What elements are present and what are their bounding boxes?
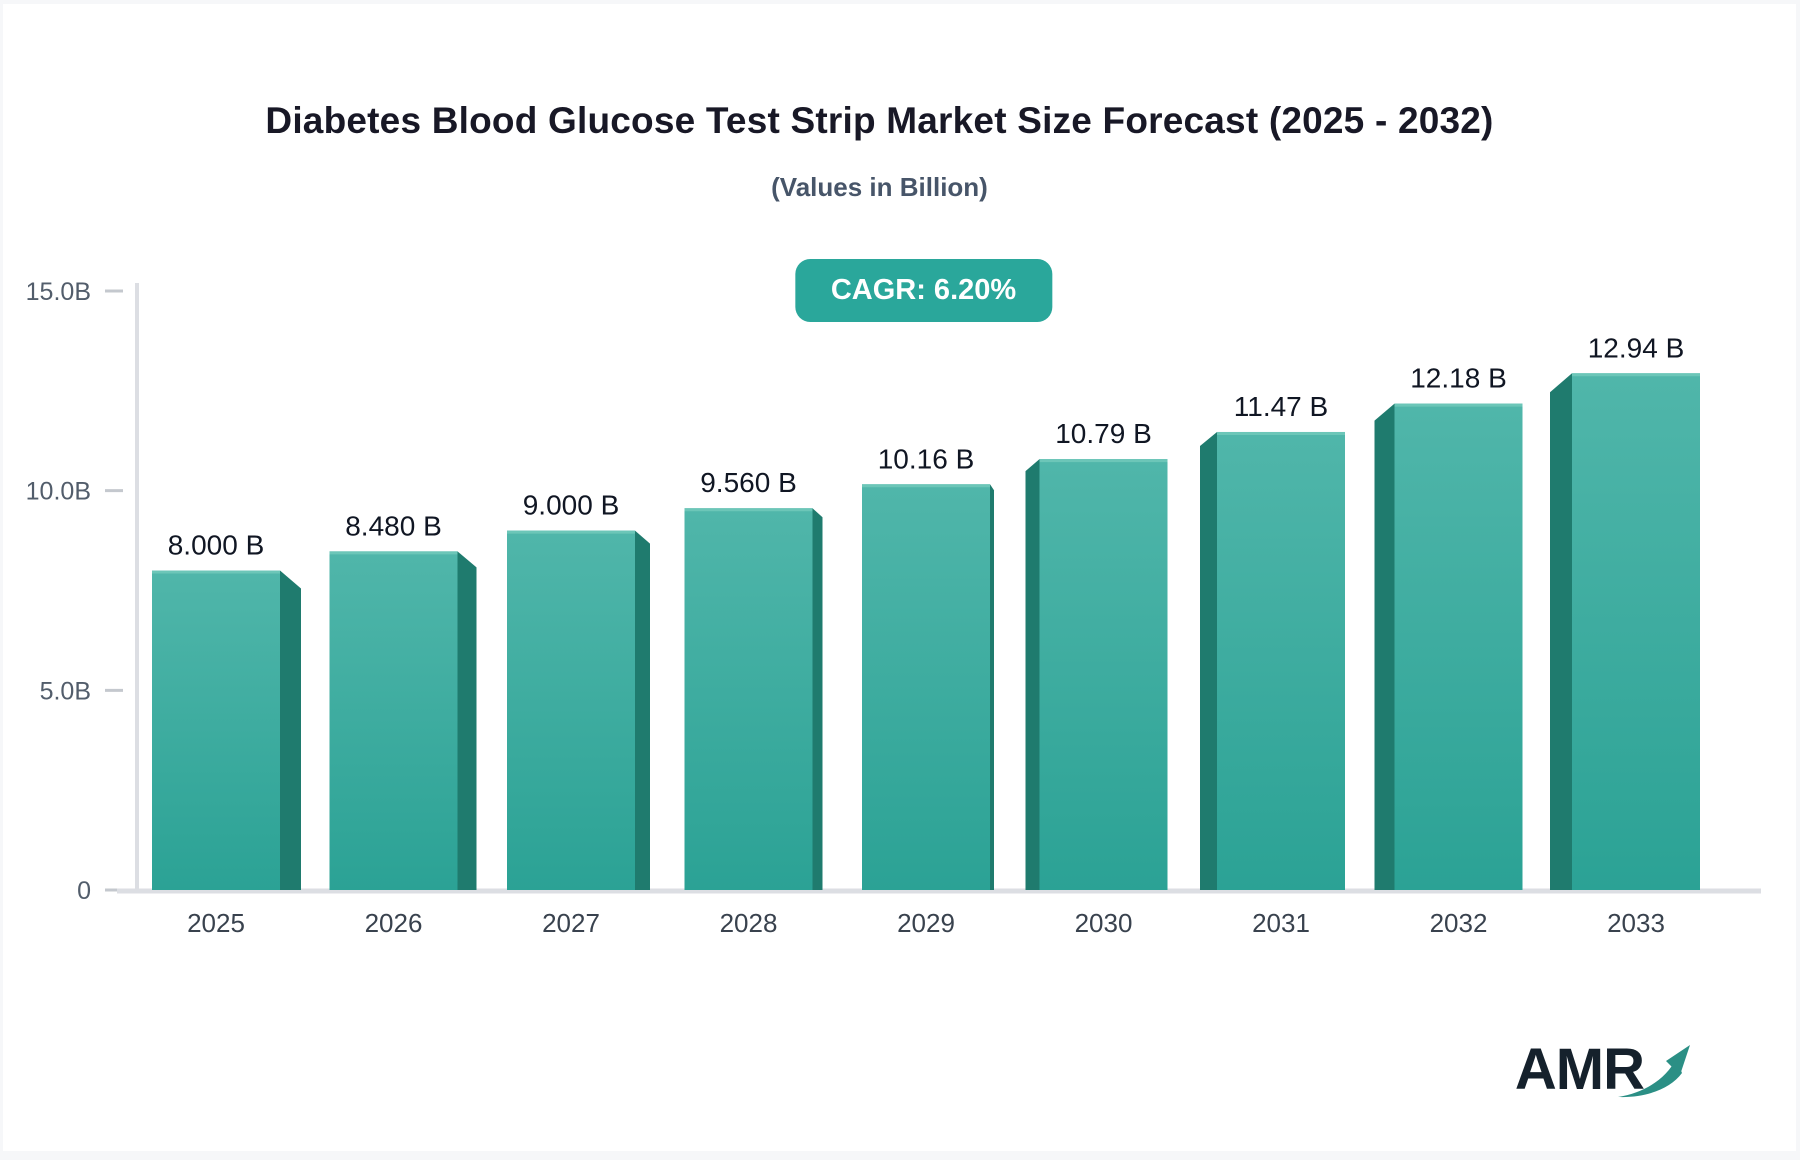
bar-group-2026: 8.480 B 2026	[329, 510, 477, 938]
bar-2026	[329, 551, 458, 890]
x-tick-label-2030: 2030	[1075, 908, 1133, 938]
y-tick-label-1: 10.0B	[26, 478, 91, 506]
x-tick-label-2027: 2027	[542, 908, 600, 938]
bar-chart: 15.0B 10.0B 5.0B 0 8.000 B 2025 8.480 B 2026 9.0…	[26, 278, 1761, 938]
value-label-2033: 12.94 B	[1588, 332, 1685, 363]
bar-2029	[862, 484, 990, 890]
bar-side-face	[812, 508, 823, 890]
bar-group-2025: 8.000 B 2025	[152, 530, 301, 938]
bar-2032	[1394, 403, 1523, 890]
x-tick-label-2025: 2025	[187, 908, 245, 938]
value-label-2026: 8.480 B	[345, 510, 442, 541]
amr-logo-text: AMR	[1514, 1037, 1645, 1102]
x-tick-label-2028: 2028	[720, 908, 778, 938]
bar-2030	[1039, 459, 1168, 890]
bar-2033	[1572, 373, 1700, 890]
bar-side-face	[990, 484, 994, 890]
value-label-2028: 9.560 B	[700, 467, 797, 498]
bar-group-2030: 10.79 B 2030	[1025, 418, 1168, 938]
bar-group-2032: 12.18 B 2032	[1374, 363, 1523, 938]
y-tick-label-3: 0	[77, 877, 91, 905]
bar-group-2028: 9.560 B 2028	[684, 467, 823, 938]
bar-side-face	[1025, 459, 1040, 890]
bar-2025	[152, 570, 280, 890]
value-label-2025: 8.000 B	[168, 530, 265, 561]
bar-2031	[1217, 431, 1345, 890]
bar-side-face	[280, 570, 301, 890]
chart-title: Diabetes Blood Glucose Test Strip Market…	[265, 100, 1494, 141]
y-tick-label-2: 5.0B	[40, 677, 91, 705]
x-tick-label-2033: 2033	[1607, 908, 1665, 938]
bar-side-face	[457, 551, 477, 890]
bar-group-2031: 11.47 B 2031	[1200, 391, 1345, 938]
bar-2028	[684, 508, 813, 890]
x-tick-label-2026: 2026	[365, 908, 423, 938]
cagr-badge: CAGR: 6.20%	[794, 259, 1053, 322]
value-label-2031: 11.47 B	[1234, 391, 1328, 422]
value-label-2032: 12.18 B	[1410, 363, 1507, 394]
chart-subtitle: (Values in Billion)	[771, 172, 988, 202]
value-label-2030: 10.79 B	[1055, 418, 1152, 449]
bar-group-2027: 9.000 B 2027	[507, 490, 650, 938]
bar-side-face	[635, 530, 650, 890]
amr-logo: AMR	[1515, 1041, 1692, 1101]
value-label-2029: 10.16 B	[878, 443, 975, 474]
growth-arrow-icon	[1618, 1045, 1690, 1098]
y-tick-label-0: 15.0B	[26, 278, 91, 306]
bar-group-2033: 12.94 B 2033	[1550, 332, 1700, 938]
bar-side-face	[1374, 403, 1395, 890]
bar-2027	[507, 530, 635, 890]
x-tick-label-2029: 2029	[897, 908, 955, 938]
value-label-2027: 9.000 B	[523, 490, 620, 521]
x-tick-label-2031: 2031	[1252, 908, 1310, 938]
x-tick-label-2032: 2032	[1430, 908, 1488, 938]
bar-group-2029: 10.16 B 2029	[862, 443, 994, 938]
bar-side-face	[1200, 431, 1217, 890]
bar-side-face	[1550, 373, 1572, 890]
chart-card: Diabetes Blood Glucose Test Strip Market…	[3, 4, 1796, 1151]
